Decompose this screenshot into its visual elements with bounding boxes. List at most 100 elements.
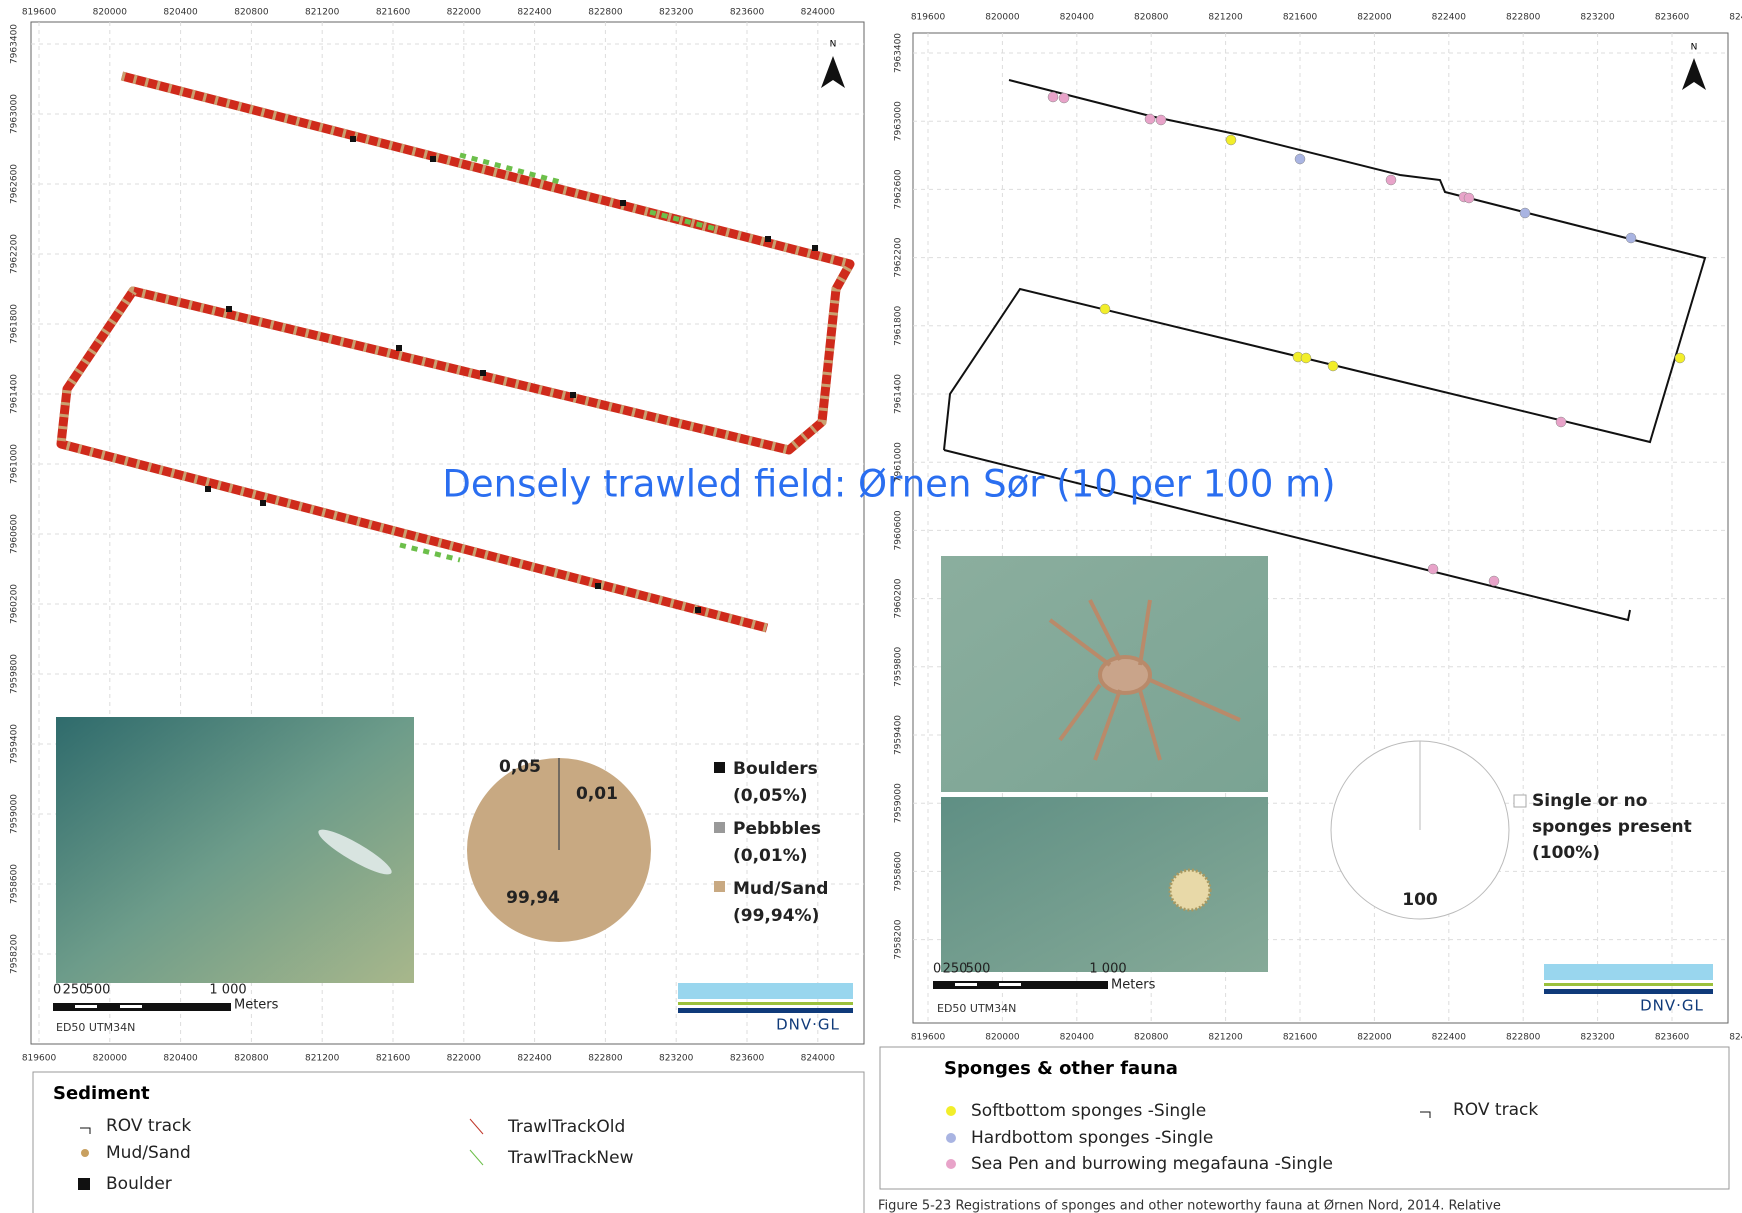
scale-label: 250 — [63, 983, 88, 998]
legend-item: Sea Pen and burrowing megafauna -Single — [971, 1154, 1333, 1174]
x-coordinate-label: 822000 — [1357, 1033, 1392, 1043]
x-coordinate-label: 823200 — [659, 1054, 694, 1064]
x-coordinate-label: 823600 — [730, 8, 765, 18]
x-coordinate-label: 822800 — [1506, 13, 1541, 23]
y-coordinate-label: 7960200 — [10, 584, 20, 624]
x-coordinate-label: 819600 — [911, 13, 946, 23]
y-coordinate-label: 7960600 — [10, 514, 20, 554]
x-coordinate-label: 820400 — [163, 8, 198, 18]
scale-bar — [933, 981, 1108, 989]
caption: Figure 5-23 Registrations of sponges and… — [878, 1199, 1501, 1213]
x-coordinate-label: 820000 — [93, 1054, 128, 1064]
x-coordinate-label: 820800 — [1134, 13, 1169, 23]
x-coordinate-label: 822000 — [447, 8, 482, 18]
y-coordinate-label: 7961800 — [894, 305, 904, 345]
pie-legend-name: Pebbbles — [733, 819, 821, 839]
x-coordinate-label: 823200 — [1580, 13, 1615, 23]
x-coordinate-label: 823600 — [730, 1054, 765, 1064]
x-coordinate-label: 821600 — [376, 1054, 411, 1064]
x-coordinate-label: 820000 — [985, 1033, 1020, 1043]
y-coordinate-label: 7958600 — [10, 864, 20, 904]
overlay-title: Densely trawled field: Ørnen Sør (10 per… — [442, 463, 1335, 506]
logo-stripes — [678, 983, 853, 1013]
x-coordinate-label: 824000 — [801, 8, 836, 18]
x-coordinate-label: 820000 — [93, 8, 128, 18]
legend-symbol — [81, 1149, 89, 1157]
x-coordinate-label: 821200 — [1208, 1033, 1243, 1043]
x-coordinate-label: 819600 — [22, 8, 57, 18]
north-label: N — [1691, 43, 1698, 53]
y-coordinate-label: 7958600 — [894, 851, 904, 891]
y-coordinate-label: 7962600 — [894, 169, 904, 209]
y-coordinate-label: 7961000 — [894, 442, 904, 482]
y-coordinate-label: 7960600 — [894, 510, 904, 550]
legend-symbol — [946, 1133, 956, 1143]
scale-label: 1 000 — [1089, 962, 1126, 977]
x-coordinate-label: 822800 — [1506, 1033, 1541, 1043]
x-coordinate-label: 820400 — [1060, 13, 1095, 23]
x-coordinate-label: 820400 — [1060, 1033, 1095, 1043]
pie-legend-value: (0,05%) — [733, 786, 808, 806]
y-coordinate-label: 7959800 — [10, 654, 20, 694]
y-coordinate-label: 7959400 — [10, 724, 20, 764]
photo-sea-pen — [941, 797, 1268, 972]
scale-bar — [53, 1003, 231, 1011]
x-coordinate-label: 822000 — [447, 1054, 482, 1064]
y-coordinate-label: 7958200 — [10, 934, 20, 974]
legend-item: Softbottom sponges -Single — [971, 1101, 1206, 1121]
x-coordinate-label: 822000 — [1357, 13, 1392, 23]
x-coordinate-label: 819600 — [911, 1033, 946, 1043]
x-coordinate-label: 824000 — [801, 1054, 836, 1064]
legend-item: Boulder — [106, 1174, 172, 1194]
legend-symbol — [78, 1178, 90, 1190]
scale-label: 1 000 — [209, 983, 246, 998]
legend-item: Mud/Sand — [106, 1143, 191, 1163]
y-coordinate-label: 7958200 — [894, 919, 904, 959]
x-coordinate-label: 822400 — [517, 1054, 552, 1064]
x-coordinate-label: 823200 — [1580, 1033, 1615, 1043]
page: N N DNV·GL DNV·GL ED50 UTM34N ED50 UTM34… — [0, 0, 1742, 1213]
x-coordinate-label: 820800 — [1134, 1033, 1169, 1043]
scale-unit: Meters — [234, 998, 279, 1013]
pie-label: 99,94 — [506, 888, 560, 908]
x-coordinate-label: 820800 — [234, 8, 269, 18]
y-coordinate-label: 7959800 — [894, 646, 904, 686]
x-coordinate-label: 823200 — [659, 8, 694, 18]
y-coordinate-label: 7961000 — [10, 444, 20, 484]
legend-item: TrawlTrackNew — [507, 1148, 634, 1168]
pie-label: 0,05 — [499, 757, 541, 777]
x-coordinate-label: 822400 — [517, 8, 552, 18]
x-coordinate-label: 824000 — [1729, 13, 1742, 23]
y-coordinate-label: 7962600 — [10, 164, 20, 204]
logo-stripes — [1544, 964, 1713, 994]
x-coordinate-label: 821200 — [1208, 13, 1243, 23]
x-coordinate-label: 824000 — [1729, 1033, 1742, 1043]
scale-label: 500 — [86, 983, 111, 998]
y-coordinate-label: 7959000 — [10, 794, 20, 834]
y-coordinate-label: 7961400 — [10, 374, 20, 414]
x-coordinate-label: 821600 — [1283, 13, 1318, 23]
x-coordinate-label: 821600 — [376, 8, 411, 18]
y-coordinate-label: 7963400 — [894, 33, 904, 73]
y-coordinate-label: 7959000 — [894, 783, 904, 823]
pie-legend-value: (0,01%) — [733, 846, 808, 866]
pie-legend-value: (99,94%) — [733, 906, 819, 926]
x-coordinate-label: 822800 — [588, 8, 623, 18]
legend-title: Sponges & other fauna — [944, 1058, 1178, 1079]
scale-label: 0 — [933, 962, 941, 977]
legend-title: Sediment — [53, 1083, 150, 1104]
figure: N N DNV·GL DNV·GL ED50 UTM34N ED50 UTM34… — [0, 0, 1742, 1213]
y-coordinate-label: 7960200 — [894, 578, 904, 618]
y-coordinate-label: 7963000 — [894, 101, 904, 141]
x-coordinate-label: 819600 — [22, 1054, 57, 1064]
x-coordinate-label: 822400 — [1432, 13, 1467, 23]
legend-symbol — [946, 1159, 956, 1169]
y-coordinate-label: 7961400 — [894, 374, 904, 414]
x-coordinate-label: 821600 — [1283, 1033, 1318, 1043]
legend-item: Hardbottom sponges -Single — [971, 1128, 1213, 1148]
x-coordinate-label: 823600 — [1655, 13, 1690, 23]
x-coordinate-label: 821200 — [305, 8, 340, 18]
logo-text: DNV·GL — [1640, 997, 1704, 1015]
pie-label: 0,01 — [576, 784, 618, 804]
north-label: N — [830, 40, 837, 50]
